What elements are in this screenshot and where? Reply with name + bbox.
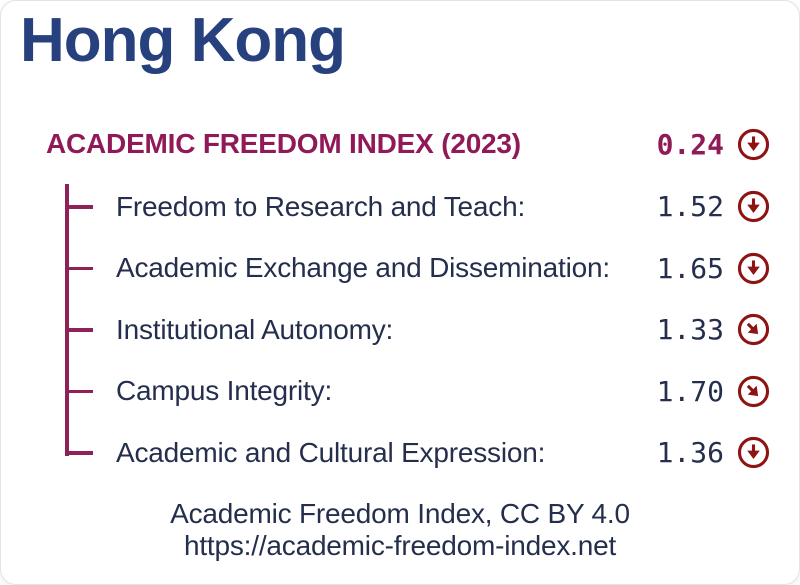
tree-tick [65, 389, 93, 393]
indicator-label: Academic Exchange and Dissemination: [116, 252, 610, 284]
indicator-row: Academic and Cultural Expression: 1.36 [1, 422, 770, 484]
indicator-label: Academic and Cultural Expression: [116, 436, 546, 468]
tree-tick [65, 451, 93, 455]
indicator-value: 1.36 [656, 436, 724, 470]
indicator-row: Freedom to Research and Teach: 1.52 [1, 176, 770, 238]
indicator-label: Campus Integrity: [116, 375, 333, 407]
afi-header-label: ACADEMIC FREEDOM INDEX (2023) [46, 128, 521, 159]
trend-down-icon [737, 128, 770, 161]
indicator-value: 1.52 [656, 190, 724, 224]
indicator-label: Freedom to Research and Teach: [116, 190, 526, 222]
trend-down-icon [737, 436, 770, 469]
trend-down-icon [737, 190, 770, 223]
page-title: Hong Kong [20, 6, 346, 75]
indicator-value: 1.33 [656, 313, 724, 347]
trend-down-right-icon [737, 375, 770, 408]
afi-header-row: ACADEMIC FREEDOM INDEX (2023) 0.24 [46, 125, 770, 163]
attribution-text: Academic Freedom Index, CC BY 4.0 [170, 498, 630, 529]
indicator-row: Academic Exchange and Dissemination: 1.6… [1, 238, 770, 300]
attribution-url: https://academic-freedom-index.net [183, 530, 617, 561]
indicator-value: 1.70 [656, 374, 724, 408]
tree-tick [65, 205, 93, 209]
attribution: Academic Freedom Index, CC BY 4.0 https:… [1, 498, 799, 562]
indicator-label: Institutional Autonomy: [116, 313, 394, 345]
indicator-value: 1.65 [656, 251, 724, 285]
indicator-row: Campus Integrity: 1.70 [1, 361, 770, 423]
indicator-row: Institutional Autonomy: 1.33 [1, 299, 770, 361]
indicator-list: Freedom to Research and Teach: 1.52 Acad… [1, 176, 770, 484]
tree-tick [65, 266, 93, 270]
tree-tick [65, 328, 93, 332]
tree-connector-line [65, 184, 69, 456]
afi-header-value: 0.24 [656, 127, 724, 161]
trend-down-icon [737, 252, 770, 285]
trend-down-right-icon [737, 313, 770, 346]
